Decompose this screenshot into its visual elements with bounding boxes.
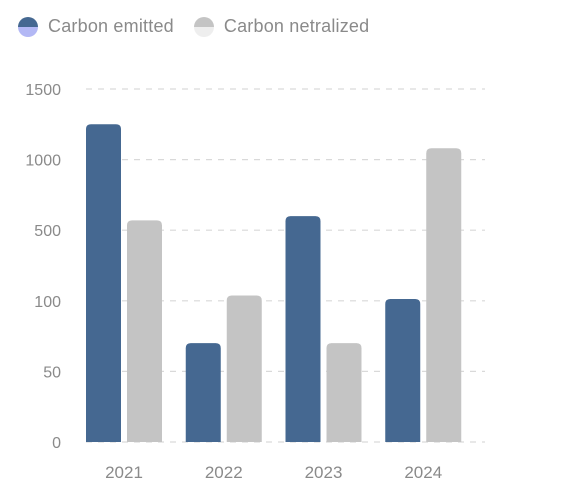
x-tick-label: 2022 [205, 463, 243, 482]
bar-carbon-netralized-2024 [426, 148, 462, 442]
bar-carbon-netralized-2023 [326, 343, 362, 442]
legend-item-carbon-emitted[interactable]: Carbon emitted [18, 16, 174, 37]
x-tick-label: 2023 [305, 463, 343, 482]
y-tick-label: 1000 [25, 153, 61, 170]
bar-carbon-netralized-2022 [226, 295, 262, 442]
legend-swatch-top [193, 16, 214, 27]
x-tick-label: 2024 [404, 463, 442, 482]
bar-carbon-netralized-2021 [127, 220, 162, 442]
legend-swatch-bottom [18, 26, 38, 37]
legend-swatch-top [18, 16, 38, 27]
legend-label-carbon-netralized: Carbon netralized [223, 16, 370, 36]
y-tick-label: 0 [52, 435, 61, 452]
legend-swatch-bottom [193, 26, 214, 37]
bar-carbon-emitted-2024 [385, 299, 421, 442]
bar-carbon-emitted-2023 [285, 216, 321, 442]
legend-item-carbon-netralized[interactable]: Carbon netralized [193, 16, 370, 37]
y-tick-label: 50 [43, 364, 61, 381]
y-tick-label: 1500 [25, 82, 61, 99]
x-tick-label: 2021 [105, 463, 143, 482]
legend: Carbon emitted Carbon netralized [18, 16, 389, 37]
y-tick-label: 100 [34, 294, 61, 311]
bar-carbon-emitted-2022 [185, 343, 221, 442]
y-tick-label: 500 [34, 223, 61, 240]
legend-swatch-carbon-netralized [193, 16, 214, 37]
legend-swatch-carbon-emitted [18, 16, 38, 37]
bar-carbon-emitted-2021 [86, 124, 121, 443]
legend-label-carbon-emitted: Carbon emitted [48, 16, 174, 36]
